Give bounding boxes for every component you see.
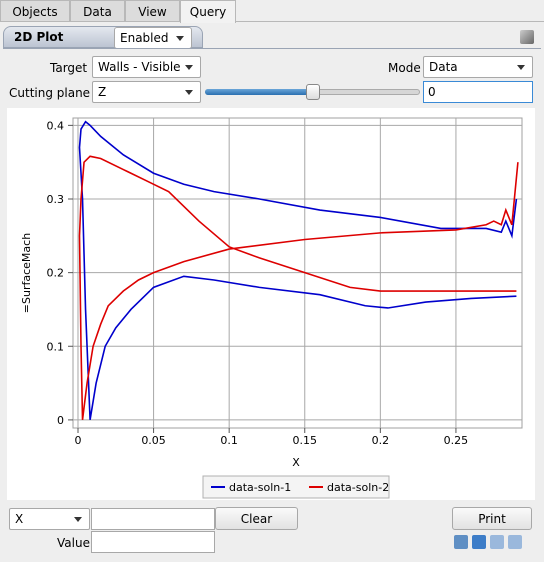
- chart-background: [7, 108, 535, 500]
- target-dropdown[interactable]: Walls - Visible: [92, 56, 201, 78]
- axis-dropdown[interactable]: Z: [92, 81, 201, 103]
- print-button[interactable]: Print: [452, 507, 532, 530]
- legend: [202, 475, 390, 499]
- value-input[interactable]: [91, 531, 215, 553]
- y-axis-title: =SurfaceMach: [20, 233, 33, 313]
- separator: [3, 48, 541, 49]
- y-tick-label: 0.3: [47, 193, 65, 206]
- x-tick-label: 0.15: [293, 434, 318, 447]
- legend-label: data-soln-2: [327, 481, 389, 494]
- icon-button[interactable]: [454, 535, 468, 549]
- enabled-dropdown[interactable]: Enabled: [114, 27, 192, 49]
- slider-thumb[interactable]: [306, 84, 320, 100]
- label: Target: [50, 61, 88, 75]
- x-tick-label: 0.05: [141, 434, 166, 447]
- label: Value: [57, 536, 90, 550]
- label: Cutting plane: [9, 86, 91, 100]
- panel-title: 2D Plot: [14, 30, 64, 44]
- clear-button[interactable]: Clear: [215, 507, 298, 530]
- query-input[interactable]: [91, 508, 215, 530]
- slider-fill: [205, 89, 313, 95]
- x-tick-label: 0.25: [444, 434, 469, 447]
- cube-icon[interactable]: [520, 30, 534, 44]
- icon-button[interactable]: [472, 535, 486, 549]
- mode-dropdown[interactable]: Data: [423, 56, 533, 78]
- tab[interactable]: Objects: [0, 0, 70, 22]
- x-axis-title: X: [292, 456, 300, 469]
- series-line: [78, 155, 519, 420]
- x-tick-label: 0.2: [372, 434, 390, 447]
- chart: X =SurfaceMach 0 0.05 0.1 0.15 0.2 0.25 0 0.1 0.…: [7, 108, 535, 500]
- y-tick-label: 0.2: [47, 267, 65, 280]
- tab-active[interactable]: Query: [180, 0, 236, 23]
- x-tick-label: 0.1: [220, 434, 238, 447]
- y-tick-label: 0: [57, 414, 64, 427]
- tab-line: [0, 21, 544, 22]
- tab[interactable]: Data: [70, 0, 125, 22]
- y-tick-label: 0.4: [47, 119, 65, 132]
- series-line: [78, 120, 518, 421]
- icon-button[interactable]: [508, 535, 522, 549]
- cut-value-input[interactable]: 0: [423, 81, 533, 103]
- icon-button[interactable]: [490, 535, 504, 549]
- variable-dropdown[interactable]: X: [9, 508, 90, 530]
- legend-label: data-soln-1: [229, 481, 291, 494]
- tab[interactable]: View: [125, 0, 180, 22]
- x-tick-label: 0: [74, 434, 81, 447]
- y-tick-label: 0.1: [47, 340, 65, 353]
- label: Mode: [388, 61, 421, 75]
